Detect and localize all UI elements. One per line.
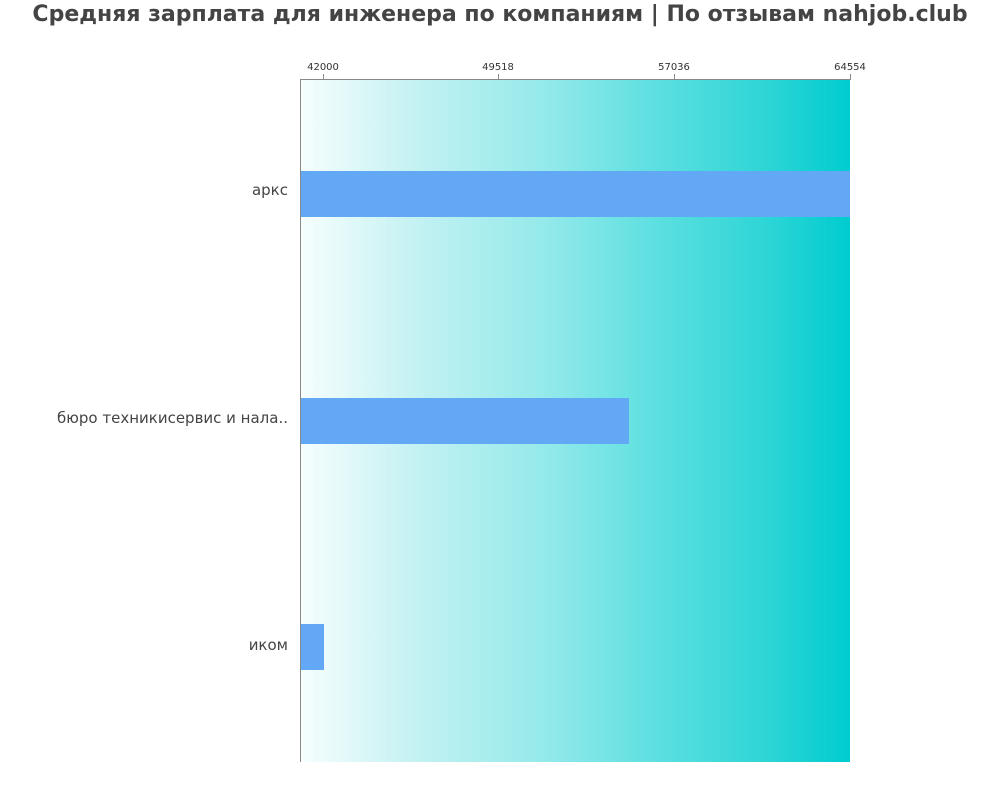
y-axis-line [300,80,301,762]
x-tick [498,74,499,80]
x-tick [674,74,675,80]
bar-arks [301,171,850,217]
x-tick-label: 57036 [658,62,690,73]
category-label: иком [248,636,288,654]
x-tick-label: 64554 [834,62,866,73]
x-tick-label: 42000 [307,62,339,73]
bar-ikom [301,624,324,670]
x-tick [850,74,851,80]
category-label: аркс [251,181,288,199]
x-tick-label: 49518 [482,62,514,73]
category-label: бюро техникисервис и нала.. [57,409,288,427]
bar-byuro [301,398,629,444]
chart-title: Средняя зарплата для инженера по компани… [32,2,968,27]
x-tick [323,74,324,80]
x-axis-line [300,79,850,80]
